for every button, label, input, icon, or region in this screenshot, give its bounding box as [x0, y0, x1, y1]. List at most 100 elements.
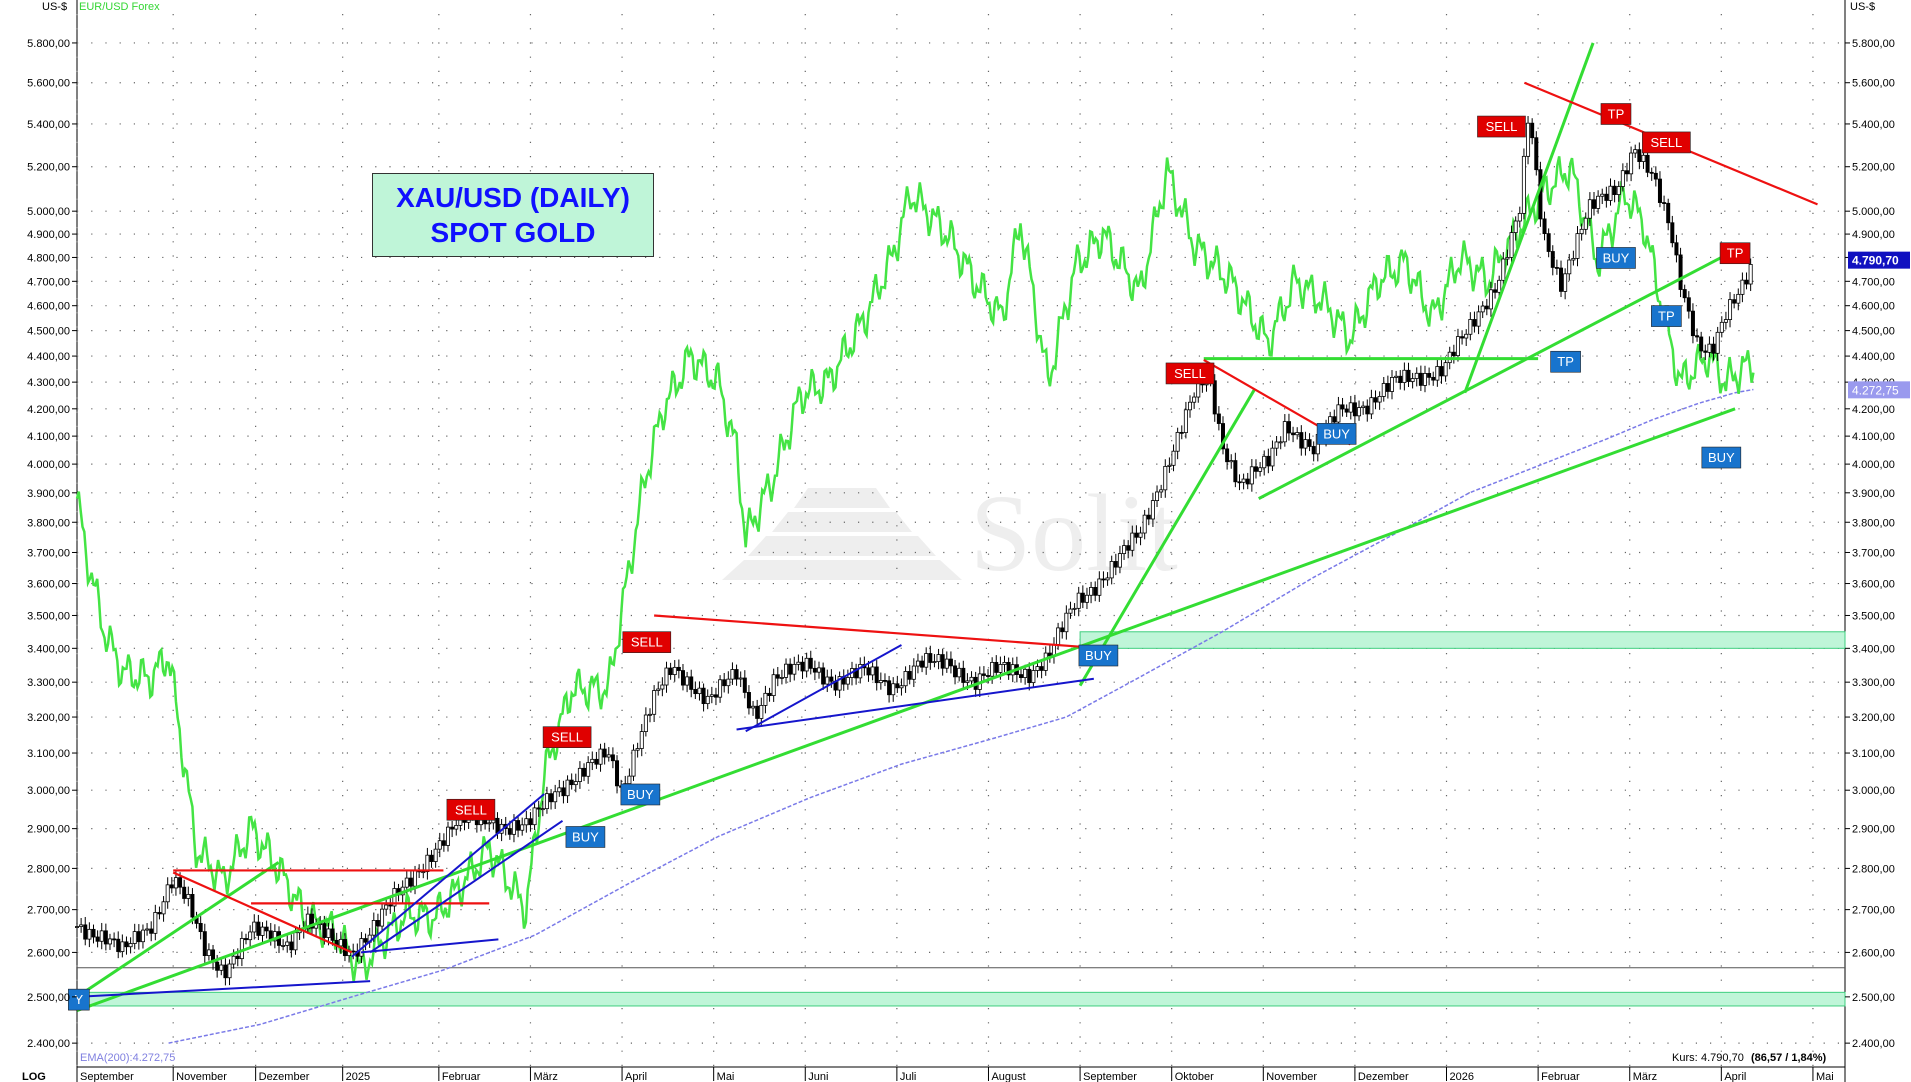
- candle-body: [874, 666, 879, 684]
- candle-body: [738, 677, 743, 680]
- candle-body: [186, 894, 191, 899]
- candle-body: [734, 669, 739, 680]
- candle-body: [322, 923, 327, 938]
- candle-body: [792, 663, 797, 675]
- candle-body: [965, 680, 970, 683]
- candle-body: [779, 676, 784, 679]
- y-tick-label: 2.500,00: [27, 992, 70, 1004]
- candle-body: [454, 825, 459, 830]
- candle-body: [388, 904, 393, 907]
- candle-body: [594, 758, 599, 765]
- y-tick-label: 5.000,00: [1852, 206, 1895, 218]
- y-tick-label: 4.000,00: [27, 459, 70, 471]
- candle-body: [887, 680, 892, 696]
- y-tick-label: 3.600,00: [1852, 579, 1895, 591]
- candle-body: [1666, 202, 1671, 224]
- candle-body: [1369, 397, 1374, 415]
- candle-body: [450, 826, 455, 830]
- candle-body: [1130, 532, 1135, 551]
- candle-body: [544, 793, 549, 810]
- y-tick-label: 3.700,00: [27, 547, 70, 559]
- signal-badge: SELL: [446, 798, 496, 821]
- candle-body: [1451, 351, 1456, 357]
- y-tick-label: 3.000,00: [1852, 785, 1895, 797]
- candle-body: [944, 658, 949, 669]
- signal-badge-bg: [1719, 242, 1751, 265]
- candle-body: [380, 908, 385, 927]
- candle-body: [998, 664, 1003, 673]
- candle-body: [1233, 460, 1238, 483]
- candle-body: [1422, 373, 1427, 386]
- candle-body: [1126, 545, 1131, 551]
- y-tick-label: 2.400,00: [27, 1038, 70, 1050]
- signal-badge-bg: [1078, 644, 1119, 667]
- candle-body: [837, 676, 842, 691]
- candle-body: [1155, 491, 1160, 501]
- candle-body: [1604, 193, 1609, 201]
- plot-area: [77, 14, 1845, 1067]
- x-tick-label: 2026: [1450, 1071, 1474, 1082]
- candle-body: [1348, 402, 1353, 413]
- candle-body: [1732, 299, 1737, 304]
- candle-body: [1546, 233, 1551, 252]
- candle-body: [1163, 466, 1168, 491]
- candle-body: [256, 921, 261, 936]
- x-tick-label: Juni: [808, 1071, 828, 1082]
- signal-badge: BUY: [1701, 446, 1742, 469]
- candle-body: [252, 921, 257, 933]
- y-tick-label: 3.900,00: [1852, 488, 1895, 500]
- signal-label: TP: [1658, 309, 1675, 324]
- candle-body: [1629, 152, 1634, 175]
- candle-body: [759, 705, 764, 719]
- candle-body: [421, 871, 426, 874]
- candle-body: [664, 667, 669, 686]
- trend-lines: [76, 42, 1818, 1012]
- signal-badge: BUY: [1316, 423, 1357, 445]
- candle-body: [553, 791, 558, 803]
- candle-body: [647, 713, 652, 716]
- secondary-series-label: EUR/USD Forex: [79, 1, 160, 13]
- candle-body: [705, 695, 710, 705]
- y-tick-label: 5.800,00: [1852, 38, 1895, 50]
- y-tick-label: 4.900,00: [1852, 229, 1895, 241]
- candle-body: [79, 924, 84, 927]
- x-axis: September November Dezember 2025 Februar März…: [76, 1067, 1834, 1082]
- candle-body: [1501, 258, 1506, 281]
- candle-body: [136, 931, 141, 943]
- candle-body: [1031, 670, 1036, 684]
- candle-body: [1381, 383, 1386, 397]
- x-tick-label: Oktober: [1175, 1071, 1214, 1082]
- y-tick-label: 4.300,00: [27, 377, 70, 389]
- y-tick-label: 3.200,00: [1852, 712, 1895, 724]
- y-axis-left: 2.400,00 2.500,00 2.600,00 2.700,00 2.800,00…: [27, 38, 77, 1050]
- candle-body: [994, 661, 999, 673]
- candle-body: [178, 877, 183, 888]
- x-tick-label: September: [80, 1071, 134, 1082]
- candle-body: [153, 912, 158, 934]
- candle-body: [1608, 185, 1613, 201]
- candle-body: [1105, 577, 1110, 581]
- y-tick-label: 3.100,00: [1852, 748, 1895, 760]
- candle-body: [305, 913, 310, 930]
- candle-body: [1699, 336, 1704, 352]
- candle-body: [882, 680, 887, 682]
- signal-label: BUY: [1085, 648, 1112, 663]
- signal-badge: TP: [1719, 242, 1751, 265]
- x-tick-label: Juli: [900, 1071, 917, 1082]
- candle-body: [1303, 439, 1308, 449]
- candle-body: [742, 677, 747, 693]
- candle-body: [796, 661, 801, 665]
- candle-body: [763, 692, 768, 706]
- candle-body: [668, 667, 673, 676]
- candle-body: [775, 674, 780, 679]
- candle-body: [1291, 432, 1296, 436]
- candle-body: [239, 938, 244, 960]
- candle-body: [128, 943, 133, 948]
- candle-body: [1278, 441, 1283, 444]
- candle-body: [1043, 652, 1048, 671]
- signal-label: BUY: [572, 829, 599, 844]
- candle-body: [870, 666, 875, 676]
- eurusd-path: [75, 156, 1755, 983]
- candle-body: [899, 685, 904, 689]
- red-trend-line: [654, 614, 1081, 648]
